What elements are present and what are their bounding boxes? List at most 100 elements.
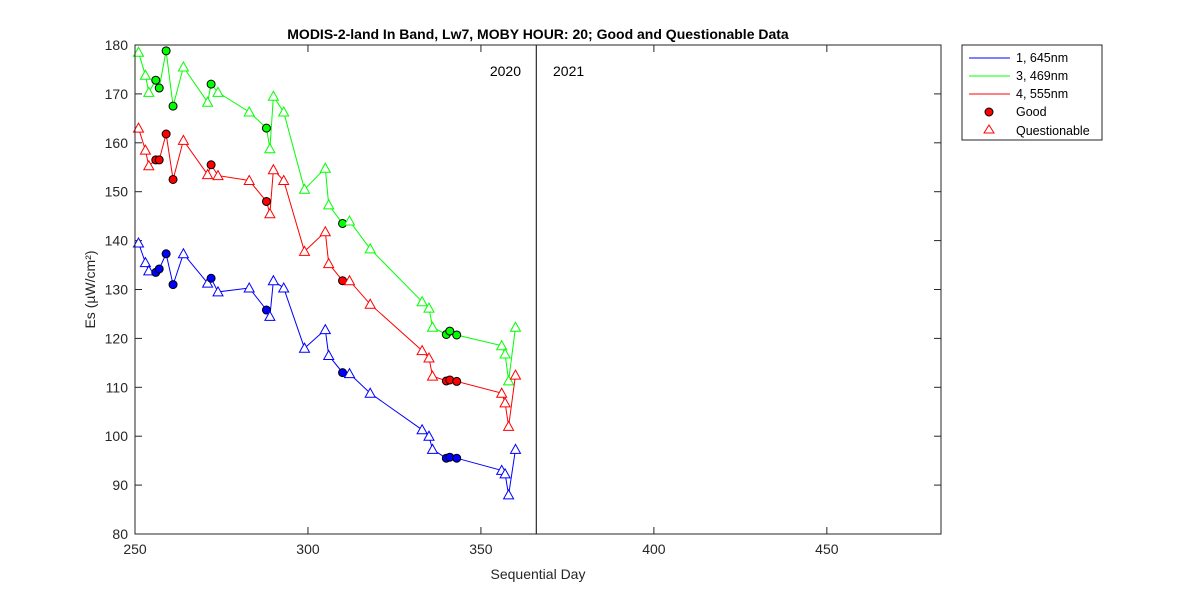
good-point-645nm bbox=[261, 305, 271, 315]
y-tick-label: 80 bbox=[112, 526, 128, 542]
good-point-469nm bbox=[161, 46, 171, 56]
legend-label-questionable: Questionable bbox=[1016, 124, 1090, 138]
y-axis-label: Es (µW/cm²) bbox=[82, 250, 98, 328]
good-point-645nm bbox=[206, 273, 216, 283]
questionable-point-469nm bbox=[319, 162, 332, 173]
good-point-645nm bbox=[452, 453, 462, 463]
questionable-point-555nm bbox=[364, 298, 377, 309]
legend-label-469: 3, 469nm bbox=[1016, 69, 1068, 83]
questionable-point-645nm bbox=[499, 467, 511, 479]
x-tick-label: 450 bbox=[815, 541, 839, 557]
questionable-point-555nm bbox=[499, 396, 511, 408]
y-tick-label: 130 bbox=[105, 282, 129, 298]
questionable-point-469nm bbox=[139, 69, 152, 80]
year-label-2020: 2020 bbox=[490, 63, 521, 79]
good-point-469nm bbox=[168, 101, 178, 111]
questionable-point-469nm bbox=[499, 347, 511, 359]
questionable-point-555nm bbox=[201, 168, 214, 180]
questionable-point-555nm bbox=[298, 245, 311, 256]
questionable-point-469nm bbox=[201, 96, 214, 107]
good-point-469nm bbox=[206, 79, 216, 89]
questionable-point-469nm bbox=[509, 321, 522, 332]
y-tick-label: 160 bbox=[105, 135, 129, 151]
questionable-point-555nm bbox=[322, 257, 335, 269]
questionable-point-645nm bbox=[322, 349, 335, 360]
questionable-point-555nm bbox=[264, 207, 276, 219]
questionable-point-469nm bbox=[426, 321, 439, 332]
questionable-point-555nm bbox=[277, 174, 290, 185]
y-tick-label: 110 bbox=[106, 379, 129, 395]
questionable-point-555nm bbox=[509, 369, 522, 380]
questionable-point-469nm bbox=[495, 339, 508, 351]
questionable-point-645nm bbox=[177, 247, 190, 259]
questionable-point-645nm bbox=[502, 488, 515, 500]
questionable-point-469nm bbox=[416, 295, 428, 307]
questionable-point-555nm bbox=[426, 370, 439, 381]
questionable-point-645nm bbox=[267, 274, 280, 286]
questionable-point-469nm bbox=[364, 242, 377, 254]
questionable-point-645nm bbox=[423, 430, 435, 441]
questionable-point-555nm bbox=[139, 144, 152, 155]
questionable-point-555nm bbox=[267, 163, 280, 175]
questionable-point-555nm bbox=[243, 174, 256, 185]
good-point-645nm bbox=[168, 280, 178, 290]
questionable-point-469nm bbox=[243, 105, 256, 117]
questionable-point-469nm bbox=[132, 46, 145, 57]
questionable-point-469nm bbox=[277, 105, 290, 117]
legend-label-555: 4, 555nm bbox=[1016, 87, 1068, 101]
questionable-point-555nm bbox=[177, 134, 190, 145]
y-tick-label: 120 bbox=[105, 330, 129, 346]
questionable-point-645nm bbox=[264, 310, 276, 321]
tick-layer: 250 300 350 400 450 80 90 100 110 120 130 140 150 160… bbox=[105, 37, 941, 557]
questionable-point-645nm bbox=[426, 443, 439, 454]
questionable-point-555nm bbox=[416, 344, 428, 356]
questionable-point-645nm bbox=[343, 367, 356, 379]
x-tick-label: 350 bbox=[469, 541, 493, 557]
questionable-point-645nm bbox=[212, 285, 224, 297]
questionable-point-469nm bbox=[423, 302, 435, 313]
questionable-point-645nm bbox=[298, 342, 311, 353]
questionable-point-469nm bbox=[343, 214, 356, 226]
questionable-point-645nm bbox=[277, 281, 290, 293]
good-point-469nm bbox=[445, 326, 455, 336]
legend-box bbox=[961, 44, 1103, 141]
good-point-469nm bbox=[452, 330, 462, 340]
questionable-point-555nm bbox=[319, 225, 332, 237]
good-point-555nm bbox=[168, 174, 178, 184]
good-point-645nm bbox=[154, 264, 164, 274]
questionable-point-469nm bbox=[212, 86, 224, 97]
questionable-point-645nm bbox=[243, 281, 256, 293]
legend: 1, 645nm 3, 469nm 4, 555nm Good Question… bbox=[961, 44, 1103, 141]
year-label-2021: 2021 bbox=[553, 63, 584, 79]
legend-label-645: 1, 645nm bbox=[1016, 51, 1068, 65]
good-point-469nm bbox=[261, 123, 271, 133]
chart-title: MODIS-2-land In Band, Lw7, MOBY HOUR: 20… bbox=[287, 26, 789, 42]
questionable-point-555nm bbox=[343, 274, 356, 286]
questionable-point-555nm bbox=[502, 420, 515, 431]
questionable-point-645nm bbox=[364, 387, 377, 398]
questionable-point-555nm bbox=[212, 169, 224, 181]
good-point-555nm bbox=[261, 196, 271, 206]
y-tick-label: 140 bbox=[105, 233, 129, 249]
series-layer bbox=[132, 46, 522, 500]
questionable-point-645nm bbox=[132, 236, 145, 248]
good-point-645nm bbox=[161, 249, 171, 259]
y-tick-label: 150 bbox=[105, 184, 129, 200]
questionable-point-469nm bbox=[267, 90, 280, 101]
questionable-point-469nm bbox=[322, 198, 335, 210]
plot-frame bbox=[134, 44, 942, 535]
questionable-point-645nm bbox=[416, 423, 428, 435]
x-tick-label: 300 bbox=[296, 541, 320, 557]
questionable-point-469nm bbox=[142, 86, 155, 97]
y-tick-label: 90 bbox=[112, 477, 128, 493]
y-tick-label: 170 bbox=[105, 86, 129, 102]
questionable-point-469nm bbox=[502, 374, 515, 386]
questionable-point-469nm bbox=[264, 142, 276, 154]
good-point-645nm bbox=[338, 368, 348, 378]
questionable-point-469nm bbox=[298, 183, 311, 194]
y-tick-label: 180 bbox=[105, 37, 129, 53]
good-point-555nm bbox=[161, 129, 171, 139]
questionable-point-645nm bbox=[139, 256, 152, 268]
legend-good-marker bbox=[984, 107, 994, 117]
x-tick-label: 400 bbox=[642, 541, 666, 557]
